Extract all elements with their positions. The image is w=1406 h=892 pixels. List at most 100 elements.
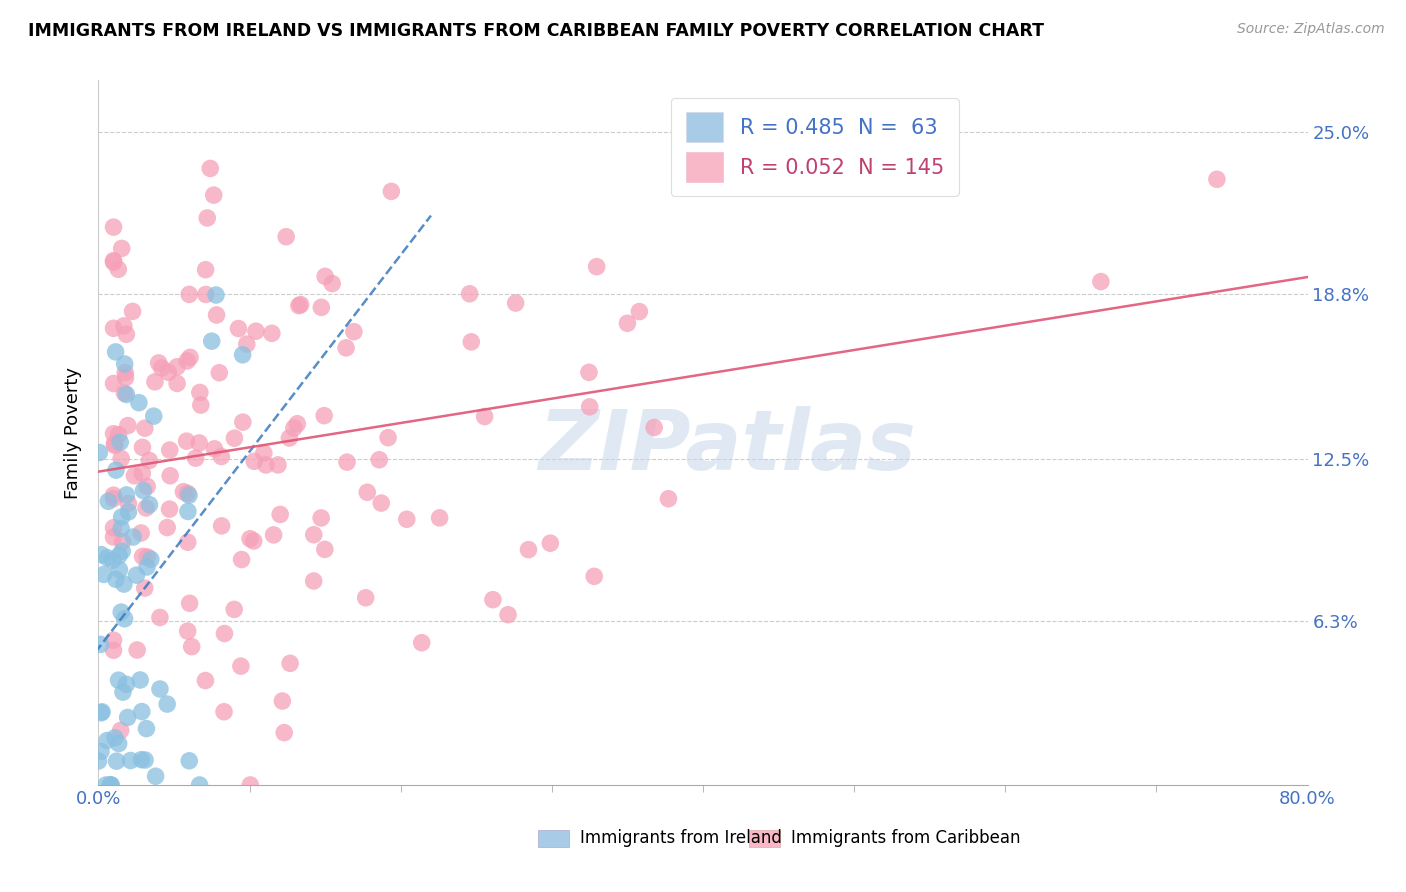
Point [89, 637, 111, 651]
Point [111, 510, 134, 524]
Point [139, 552, 162, 566]
Point [273, 725, 295, 739]
Point [657, 491, 679, 506]
Point [115, 488, 138, 502]
Point [496, 607, 519, 622]
Point [135, 500, 157, 515]
Point [177, 504, 200, 518]
Point [204, 442, 226, 456]
Point [97, 494, 120, 508]
Point [103, 255, 125, 269]
Point [336, 455, 359, 469]
Point [395, 512, 418, 526]
Point [150, 361, 173, 376]
Point [132, 483, 155, 498]
Point [103, 643, 125, 657]
Point [103, 488, 125, 502]
Text: ZIPatlas: ZIPatlas [538, 406, 917, 487]
Point [482, 592, 505, 607]
Legend: R = 0.485  N =  63, R = 0.052  N = 145: R = 0.485 N = 63, R = 0.052 N = 145 [671, 98, 959, 196]
Point [166, 376, 188, 391]
Point [302, 574, 325, 588]
Point [87, 754, 110, 768]
Point [166, 359, 188, 374]
Point [110, 521, 132, 535]
Point [138, 498, 160, 512]
Point [179, 754, 201, 768]
Point [314, 409, 336, 423]
Point [188, 778, 211, 792]
Point [474, 409, 496, 424]
Point [110, 451, 132, 466]
Point [228, 321, 250, 335]
Point [229, 659, 252, 673]
Point [194, 673, 217, 688]
Point [104, 438, 127, 452]
Point [505, 296, 527, 310]
Point [117, 418, 139, 433]
Point [179, 351, 201, 365]
Point [243, 454, 266, 468]
Point [236, 337, 259, 351]
Point [283, 421, 305, 435]
Text: Immigrants from Ireland: Immigrants from Ireland [581, 830, 782, 847]
Point [111, 534, 134, 549]
Point [108, 549, 131, 563]
Point [114, 370, 136, 384]
Point [188, 385, 211, 400]
Y-axis label: Family Poverty: Family Poverty [65, 367, 83, 499]
Point [377, 431, 399, 445]
Point [101, 553, 124, 567]
Point [110, 435, 132, 450]
Point [179, 287, 201, 301]
Point [224, 602, 246, 616]
Point [239, 778, 262, 792]
Point [159, 468, 181, 483]
Point [108, 563, 131, 577]
Point [117, 710, 139, 724]
Point [314, 269, 336, 284]
Point [194, 262, 217, 277]
Point [115, 327, 138, 342]
Point [103, 426, 125, 441]
Point [89, 445, 111, 459]
Point [176, 624, 198, 639]
Point [245, 324, 267, 338]
Point [135, 722, 157, 736]
Point [103, 253, 125, 268]
Point [254, 458, 277, 472]
Point [124, 468, 146, 483]
Point [411, 636, 433, 650]
Point [156, 520, 179, 534]
Point [583, 569, 606, 583]
Point [253, 446, 276, 460]
Point [380, 185, 402, 199]
Point [103, 321, 125, 335]
Point [136, 560, 159, 574]
Text: Immigrants from Caribbean: Immigrants from Caribbean [790, 830, 1021, 847]
Point [125, 568, 148, 582]
Point [94, 778, 117, 792]
Point [149, 610, 172, 624]
Point [628, 304, 651, 318]
Point [194, 287, 217, 301]
Point [104, 573, 127, 587]
Point [103, 491, 125, 506]
Point [142, 409, 165, 424]
Point [131, 705, 153, 719]
Point [309, 511, 332, 525]
Point [177, 535, 200, 549]
Point [107, 673, 129, 688]
Point [110, 723, 132, 738]
Point [104, 345, 127, 359]
Point [783, 157, 806, 171]
Point [93, 567, 115, 582]
Point [112, 386, 135, 401]
Point [96, 733, 118, 747]
Point [176, 434, 198, 449]
Point [211, 519, 233, 533]
Point [263, 528, 285, 542]
Point [90, 706, 112, 720]
Text: IMMIGRANTS FROM IRELAND VS IMMIGRANTS FROM CARIBBEAN FAMILY POVERTY CORRELATION : IMMIGRANTS FROM IRELAND VS IMMIGRANTS FR… [28, 22, 1045, 40]
Point [314, 542, 336, 557]
